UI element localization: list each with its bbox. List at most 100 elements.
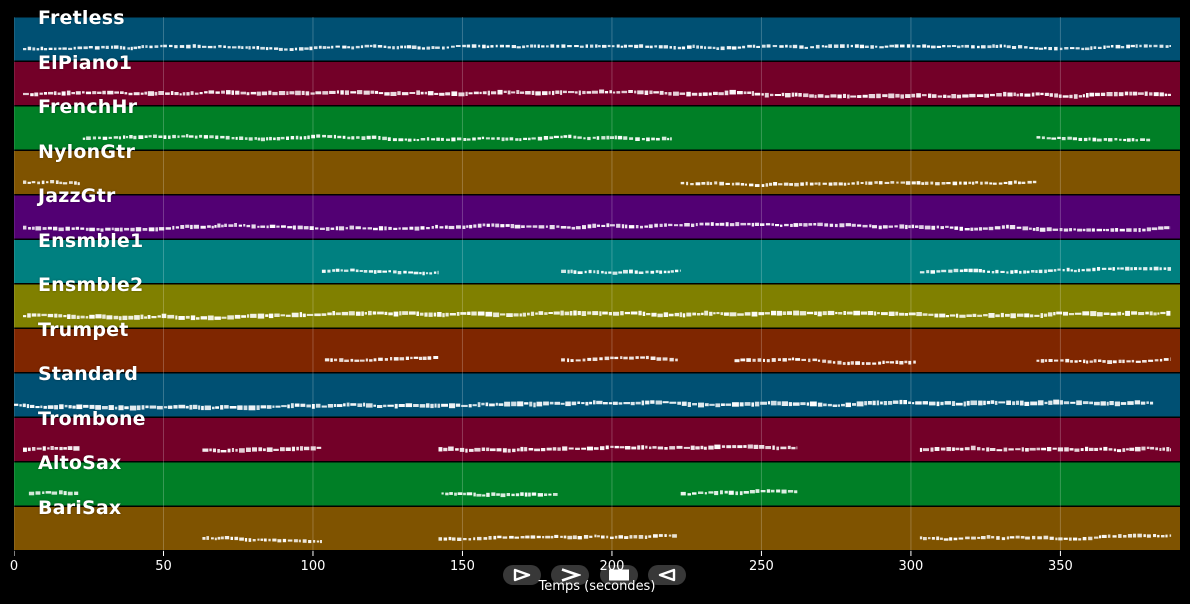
track-label-altosax: AltoSax bbox=[38, 452, 122, 474]
note bbox=[340, 90, 344, 95]
note bbox=[690, 183, 694, 186]
note bbox=[429, 272, 433, 275]
note bbox=[27, 181, 31, 184]
note bbox=[635, 401, 641, 405]
piano-roll-plot bbox=[14, 17, 1180, 551]
note bbox=[1032, 535, 1036, 540]
note bbox=[71, 227, 75, 230]
note bbox=[186, 134, 189, 138]
note bbox=[408, 271, 413, 274]
note bbox=[190, 315, 196, 321]
note bbox=[533, 44, 537, 48]
note bbox=[1020, 536, 1025, 539]
note bbox=[128, 315, 134, 320]
note bbox=[185, 405, 189, 409]
note bbox=[1159, 92, 1164, 97]
note bbox=[220, 135, 225, 139]
next-button[interactable] bbox=[551, 565, 589, 585]
note bbox=[284, 48, 288, 51]
track-background bbox=[14, 284, 1180, 328]
note bbox=[486, 492, 490, 497]
note bbox=[472, 137, 476, 141]
note bbox=[592, 357, 598, 361]
note bbox=[246, 224, 251, 228]
note bbox=[850, 361, 854, 365]
note bbox=[597, 535, 600, 538]
note bbox=[776, 446, 779, 451]
note bbox=[431, 46, 435, 49]
note bbox=[337, 135, 342, 139]
note bbox=[158, 135, 163, 138]
note bbox=[1055, 537, 1058, 541]
note bbox=[445, 92, 451, 96]
note bbox=[468, 538, 472, 541]
note bbox=[318, 45, 322, 49]
note bbox=[759, 445, 765, 449]
note bbox=[336, 404, 343, 407]
note bbox=[1110, 45, 1114, 48]
note bbox=[1064, 447, 1069, 452]
note bbox=[1003, 91, 1007, 97]
note bbox=[629, 356, 634, 360]
note bbox=[416, 139, 420, 142]
note bbox=[590, 44, 594, 48]
note-segment bbox=[324, 356, 439, 362]
back-button[interactable] bbox=[648, 565, 686, 585]
note bbox=[378, 357, 383, 361]
note bbox=[704, 492, 707, 495]
note bbox=[477, 223, 482, 228]
note bbox=[524, 492, 528, 497]
note bbox=[986, 400, 991, 405]
note bbox=[614, 535, 618, 539]
note bbox=[773, 182, 778, 186]
note bbox=[466, 138, 471, 141]
note bbox=[1127, 534, 1133, 538]
note bbox=[243, 405, 248, 411]
note bbox=[725, 222, 729, 227]
note bbox=[837, 360, 842, 365]
note bbox=[231, 448, 234, 452]
note bbox=[57, 92, 61, 95]
note bbox=[1133, 533, 1137, 538]
note bbox=[940, 226, 944, 230]
note bbox=[495, 402, 498, 406]
note bbox=[50, 180, 55, 184]
note bbox=[729, 312, 737, 317]
note bbox=[946, 447, 952, 452]
play-button[interactable] bbox=[503, 565, 541, 585]
note bbox=[1018, 45, 1023, 49]
note bbox=[949, 226, 954, 229]
note bbox=[604, 356, 610, 361]
note bbox=[1048, 400, 1053, 405]
note bbox=[932, 94, 937, 98]
stop-button[interactable] bbox=[600, 565, 638, 585]
note bbox=[95, 405, 101, 410]
note bbox=[1143, 267, 1148, 271]
note bbox=[405, 356, 409, 360]
note bbox=[327, 269, 331, 273]
note bbox=[314, 46, 318, 50]
note bbox=[774, 94, 781, 96]
note bbox=[1056, 311, 1063, 315]
note bbox=[47, 447, 50, 450]
note bbox=[822, 182, 827, 185]
note bbox=[101, 45, 105, 49]
note bbox=[36, 48, 40, 51]
note bbox=[260, 137, 265, 142]
note bbox=[561, 358, 565, 362]
note bbox=[974, 227, 978, 231]
note bbox=[98, 136, 101, 140]
note bbox=[1068, 537, 1072, 541]
note bbox=[344, 90, 349, 95]
note bbox=[1006, 224, 1009, 229]
note bbox=[496, 493, 500, 496]
note bbox=[639, 44, 644, 48]
note bbox=[257, 225, 260, 228]
note bbox=[570, 359, 574, 362]
note bbox=[364, 44, 370, 48]
note bbox=[124, 92, 128, 95]
note bbox=[192, 44, 196, 48]
grid-lines bbox=[14, 17, 1061, 551]
note bbox=[904, 360, 908, 364]
note bbox=[505, 137, 509, 141]
